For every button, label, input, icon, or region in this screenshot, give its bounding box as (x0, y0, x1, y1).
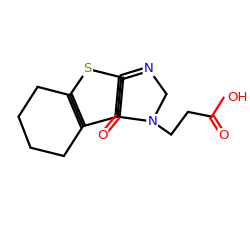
Text: O: O (218, 129, 229, 142)
Text: N: N (147, 115, 157, 128)
Text: N: N (144, 62, 154, 76)
Text: OH: OH (227, 91, 248, 104)
Text: O: O (97, 129, 107, 142)
Text: S: S (84, 62, 92, 76)
